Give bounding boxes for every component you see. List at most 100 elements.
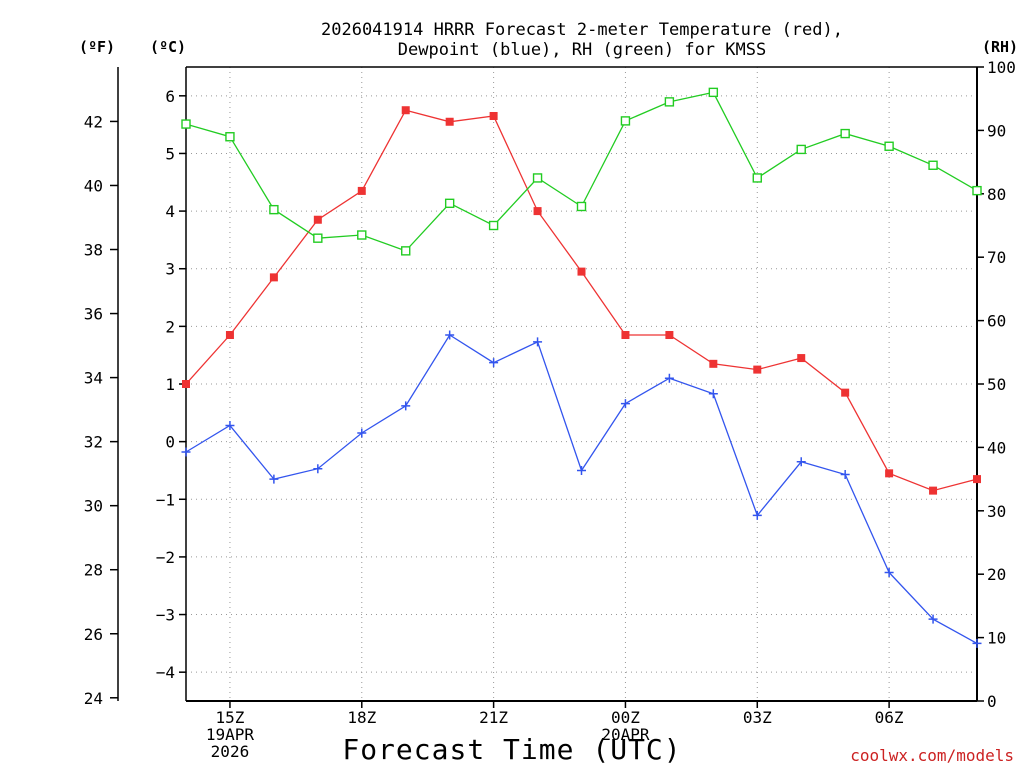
fahrenheit-tick-label: 36 [84,305,103,324]
temperature-point [885,469,894,478]
dewpoint-line [185,334,978,644]
dewpoint-point [884,567,894,577]
rh-tick-label: 90 [987,121,1006,140]
celsius-tick-label: 0 [165,433,175,452]
credit-text: coolwx.com/models [850,746,1014,765]
temperature-point [709,359,718,368]
rh-point [181,119,191,129]
celsius-tick-label: 6 [165,87,175,106]
x-tick-label: 2026 [211,742,250,761]
celsius-tick-label: 2 [165,317,175,336]
dewpoint-point [357,428,367,438]
celsius-tick-label: 4 [165,202,175,221]
rh-tick-label: 50 [987,375,1006,394]
rh-line [185,91,978,252]
temperature-point [753,365,762,374]
celsius-unit-label: (ºC) [150,38,186,56]
x-axis-title: Forecast Time (UTC) [342,733,681,766]
dewpoint-point [577,465,586,475]
rh-tick-label: 20 [987,565,1006,584]
temperature-point [973,475,981,484]
rh-tick-label: 40 [987,438,1006,457]
rh-point [708,87,719,98]
dewpoint-point [313,464,323,474]
x-tick-label: 20APR [601,725,650,744]
temperature-point [533,207,542,216]
rh-point [576,201,587,212]
dewpoint-point [620,399,630,409]
rh-tick-label: 30 [987,502,1006,521]
fahrenheit-tick-label: 24 [84,689,103,708]
dewpoint-point [708,389,718,399]
celsius-tick-label: 1 [165,375,175,394]
temperature-point [841,388,850,397]
dewpoint-point [928,614,938,624]
x-tick-label: 06Z [875,708,904,727]
fahrenheit-tick-label: 34 [84,369,103,388]
temperature-point [489,111,498,120]
fahrenheit-tick-label: 28 [84,561,103,580]
temperature-point [182,380,190,388]
temperature-point [313,215,322,224]
dewpoint-point [489,358,499,368]
rh-point [225,132,235,142]
celsius-tick-label: −4 [156,663,175,682]
dewpoint-point [664,373,674,383]
dewpoint-point [445,330,455,340]
temperature-point [797,354,806,363]
rh-tick-label: 80 [987,185,1006,204]
dewpoint-point [225,420,235,430]
chart-title-line-1: 2026041914 HRRR Forecast 2-meter Tempera… [321,20,843,40]
rh-point [401,246,411,256]
rh-tick-label: 100 [987,58,1016,77]
dewpoint-point [752,510,762,520]
fahrenheit-tick-label: 40 [84,176,103,195]
fahrenheit-unit-label: (ºF) [79,38,115,56]
x-tick-label: 03Z [743,708,772,727]
x-tick-label: 15Z [215,708,244,727]
rh-point [620,116,631,126]
rh-point [269,204,279,215]
axes: −4−3−2−101234562426283032343638404201020… [84,58,1016,761]
temperature-line [185,109,978,492]
rh-tick-label: 10 [987,629,1006,648]
rh-point [840,128,850,139]
temperature-point [929,486,938,495]
rh-point [752,173,762,183]
chart-title-line-2: Dewpoint (blue), RH (green) for KMSS [398,40,766,60]
dewpoint-point [796,457,806,467]
dewpoint-point [269,474,279,484]
rh-point [884,141,894,151]
rh-point [796,144,806,155]
dewpoint-point [840,469,850,479]
celsius-tick-label: −1 [156,490,175,509]
temperature-point [621,331,630,340]
rh-point [357,230,367,240]
temperature-point [225,331,234,340]
data-series [181,87,982,648]
dewpoint-point [972,638,982,648]
dewpoint-point [181,447,191,457]
rh-point [928,160,938,170]
temperature-point [401,106,410,115]
temperature-point [357,186,366,195]
rh-tick-label: 60 [987,312,1006,331]
fahrenheit-tick-label: 38 [84,241,103,260]
grid-lines [186,67,977,701]
temperature-point [269,273,278,282]
celsius-tick-label: 3 [165,260,175,279]
x-tick-label: 00Z [611,708,640,727]
rh-point [664,97,675,107]
x-tick-label: 18Z [347,708,376,727]
rh-unit-label: (RH) [982,38,1018,56]
fahrenheit-tick-label: 42 [84,112,103,131]
rh-point [972,185,982,196]
fahrenheit-tick-label: 30 [84,497,103,516]
x-tick-label: 19APR [206,725,255,744]
rh-point [444,198,455,209]
dewpoint-point [401,401,411,411]
celsius-tick-label: 5 [165,144,175,163]
rh-tick-label: 70 [987,248,1006,267]
celsius-tick-label: −2 [156,548,175,567]
